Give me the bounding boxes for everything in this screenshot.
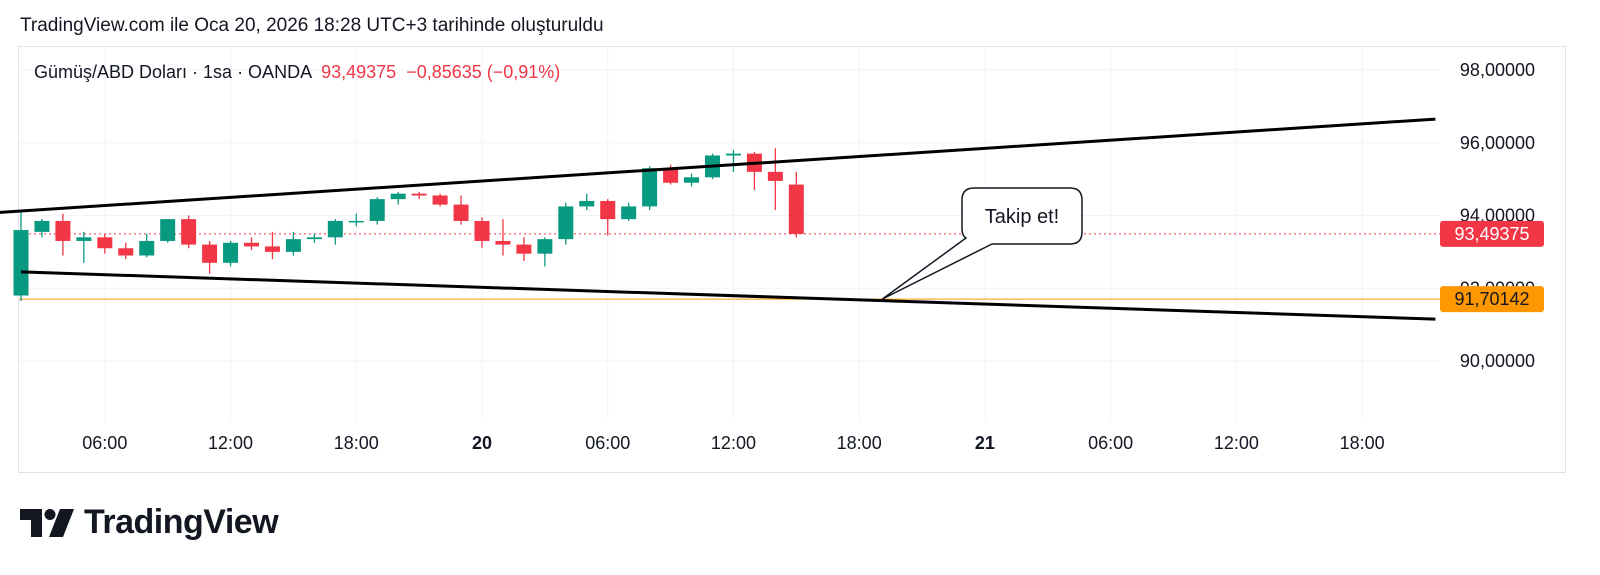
x-tick-label: 12:00	[1214, 433, 1259, 453]
x-tick-label: 06:00	[1088, 433, 1133, 453]
x-axis: 06:00 12:00 18:00 20 06:00 12:00 18:00 21 06:00 1…	[82, 433, 1384, 453]
candle-body[interactable]	[579, 200, 595, 207]
x-tick-label: 21	[975, 433, 995, 453]
candle-body[interactable]	[453, 204, 469, 221]
x-tick-label: 18:00	[1340, 433, 1385, 453]
candle-body[interactable]	[160, 219, 176, 241]
price-badge-label: 91,70142	[1454, 289, 1529, 309]
legend: Gümüş/ABD Doları · 1sa · OANDA 93,49375 …	[34, 62, 560, 83]
tradingview-logo-icon	[20, 508, 74, 537]
y-axis: 98,0000096,0000094,0000092,0000090,00000…	[1440, 60, 1544, 371]
candle-body[interactable]	[264, 246, 280, 252]
brand[interactable]: TradingView	[20, 503, 279, 542]
candle-body[interactable]	[13, 230, 29, 296]
y-tick-label: 90,00000	[1460, 351, 1535, 371]
candle-body[interactable]	[202, 244, 218, 263]
candle-body[interactable]	[139, 240, 155, 256]
price-badge	[1440, 220, 1544, 247]
candle-body[interactable]	[600, 200, 616, 220]
callout-shape	[881, 187, 1083, 300]
price-badge-label: 93,49375	[1454, 224, 1529, 244]
candle-body[interactable]	[369, 199, 385, 221]
candle-body[interactable]	[516, 244, 532, 254]
candle-body[interactable]	[537, 239, 553, 254]
candle-body[interactable]	[76, 237, 92, 241]
candle-body[interactable]	[348, 220, 364, 223]
candle-body[interactable]	[684, 177, 700, 183]
candle-body[interactable]	[390, 193, 406, 200]
candle-body[interactable]	[621, 206, 637, 220]
candle-body[interactable]	[432, 195, 448, 205]
y-tick-label: 98,00000	[1460, 60, 1535, 80]
candle-layer	[13, 148, 804, 301]
candle-body[interactable]	[306, 237, 322, 240]
candle-body[interactable]	[663, 168, 679, 183]
x-tick-label: 06:00	[82, 433, 127, 453]
annotation-layer: Takip et!	[881, 187, 1083, 300]
y-tick-label: 96,00000	[1460, 133, 1535, 153]
candle-body[interactable]	[495, 240, 511, 245]
candle-body[interactable]	[474, 220, 490, 241]
candle-body[interactable]	[55, 220, 71, 241]
candle-body[interactable]	[558, 206, 574, 240]
x-tick-label: 06:00	[585, 433, 630, 453]
callout[interactable]: Takip et!	[881, 187, 1083, 300]
trend-line-layer	[0, 117, 1436, 321]
candle-body[interactable]	[767, 171, 783, 181]
candle-body[interactable]	[411, 193, 427, 196]
callout-text: Takip et!	[985, 206, 1059, 228]
candle-body[interactable]	[327, 220, 343, 238]
brand-name: TradingView	[84, 503, 279, 541]
price-line-layer	[19, 233, 1440, 300]
legend-symbol: Gümüş/ABD Doları · 1sa · OANDA	[34, 62, 312, 82]
candle-body[interactable]	[244, 242, 259, 247]
candle-body[interactable]	[642, 168, 658, 207]
header-caption: TradingView.com ile Oca 20, 2026 18:28 U…	[20, 15, 604, 36]
x-tick-label: 18:00	[334, 433, 379, 453]
x-tick-label: 20	[472, 433, 492, 453]
legend-price: 93,49375	[321, 62, 397, 82]
candle-body[interactable]	[97, 237, 113, 249]
candle-body[interactable]	[285, 239, 301, 252]
candle-body[interactable]	[788, 184, 804, 234]
x-tick-label: 12:00	[208, 433, 253, 453]
trend-line[interactable]	[0, 117, 1436, 214]
trend-line[interactable]	[20, 270, 1436, 321]
candle-body[interactable]	[223, 242, 239, 263]
legend-change: −0,85635 (−0,91%)	[406, 62, 561, 82]
y-tick-label: 94,00000	[1460, 206, 1535, 226]
candle-body[interactable]	[118, 248, 134, 256]
candle-body[interactable]	[725, 153, 741, 156]
candle-body[interactable]	[34, 220, 50, 232]
x-tick-label: 12:00	[711, 433, 756, 453]
price-badge	[1440, 286, 1544, 313]
candle-body[interactable]	[181, 219, 197, 245]
x-tick-label: 18:00	[837, 433, 882, 453]
